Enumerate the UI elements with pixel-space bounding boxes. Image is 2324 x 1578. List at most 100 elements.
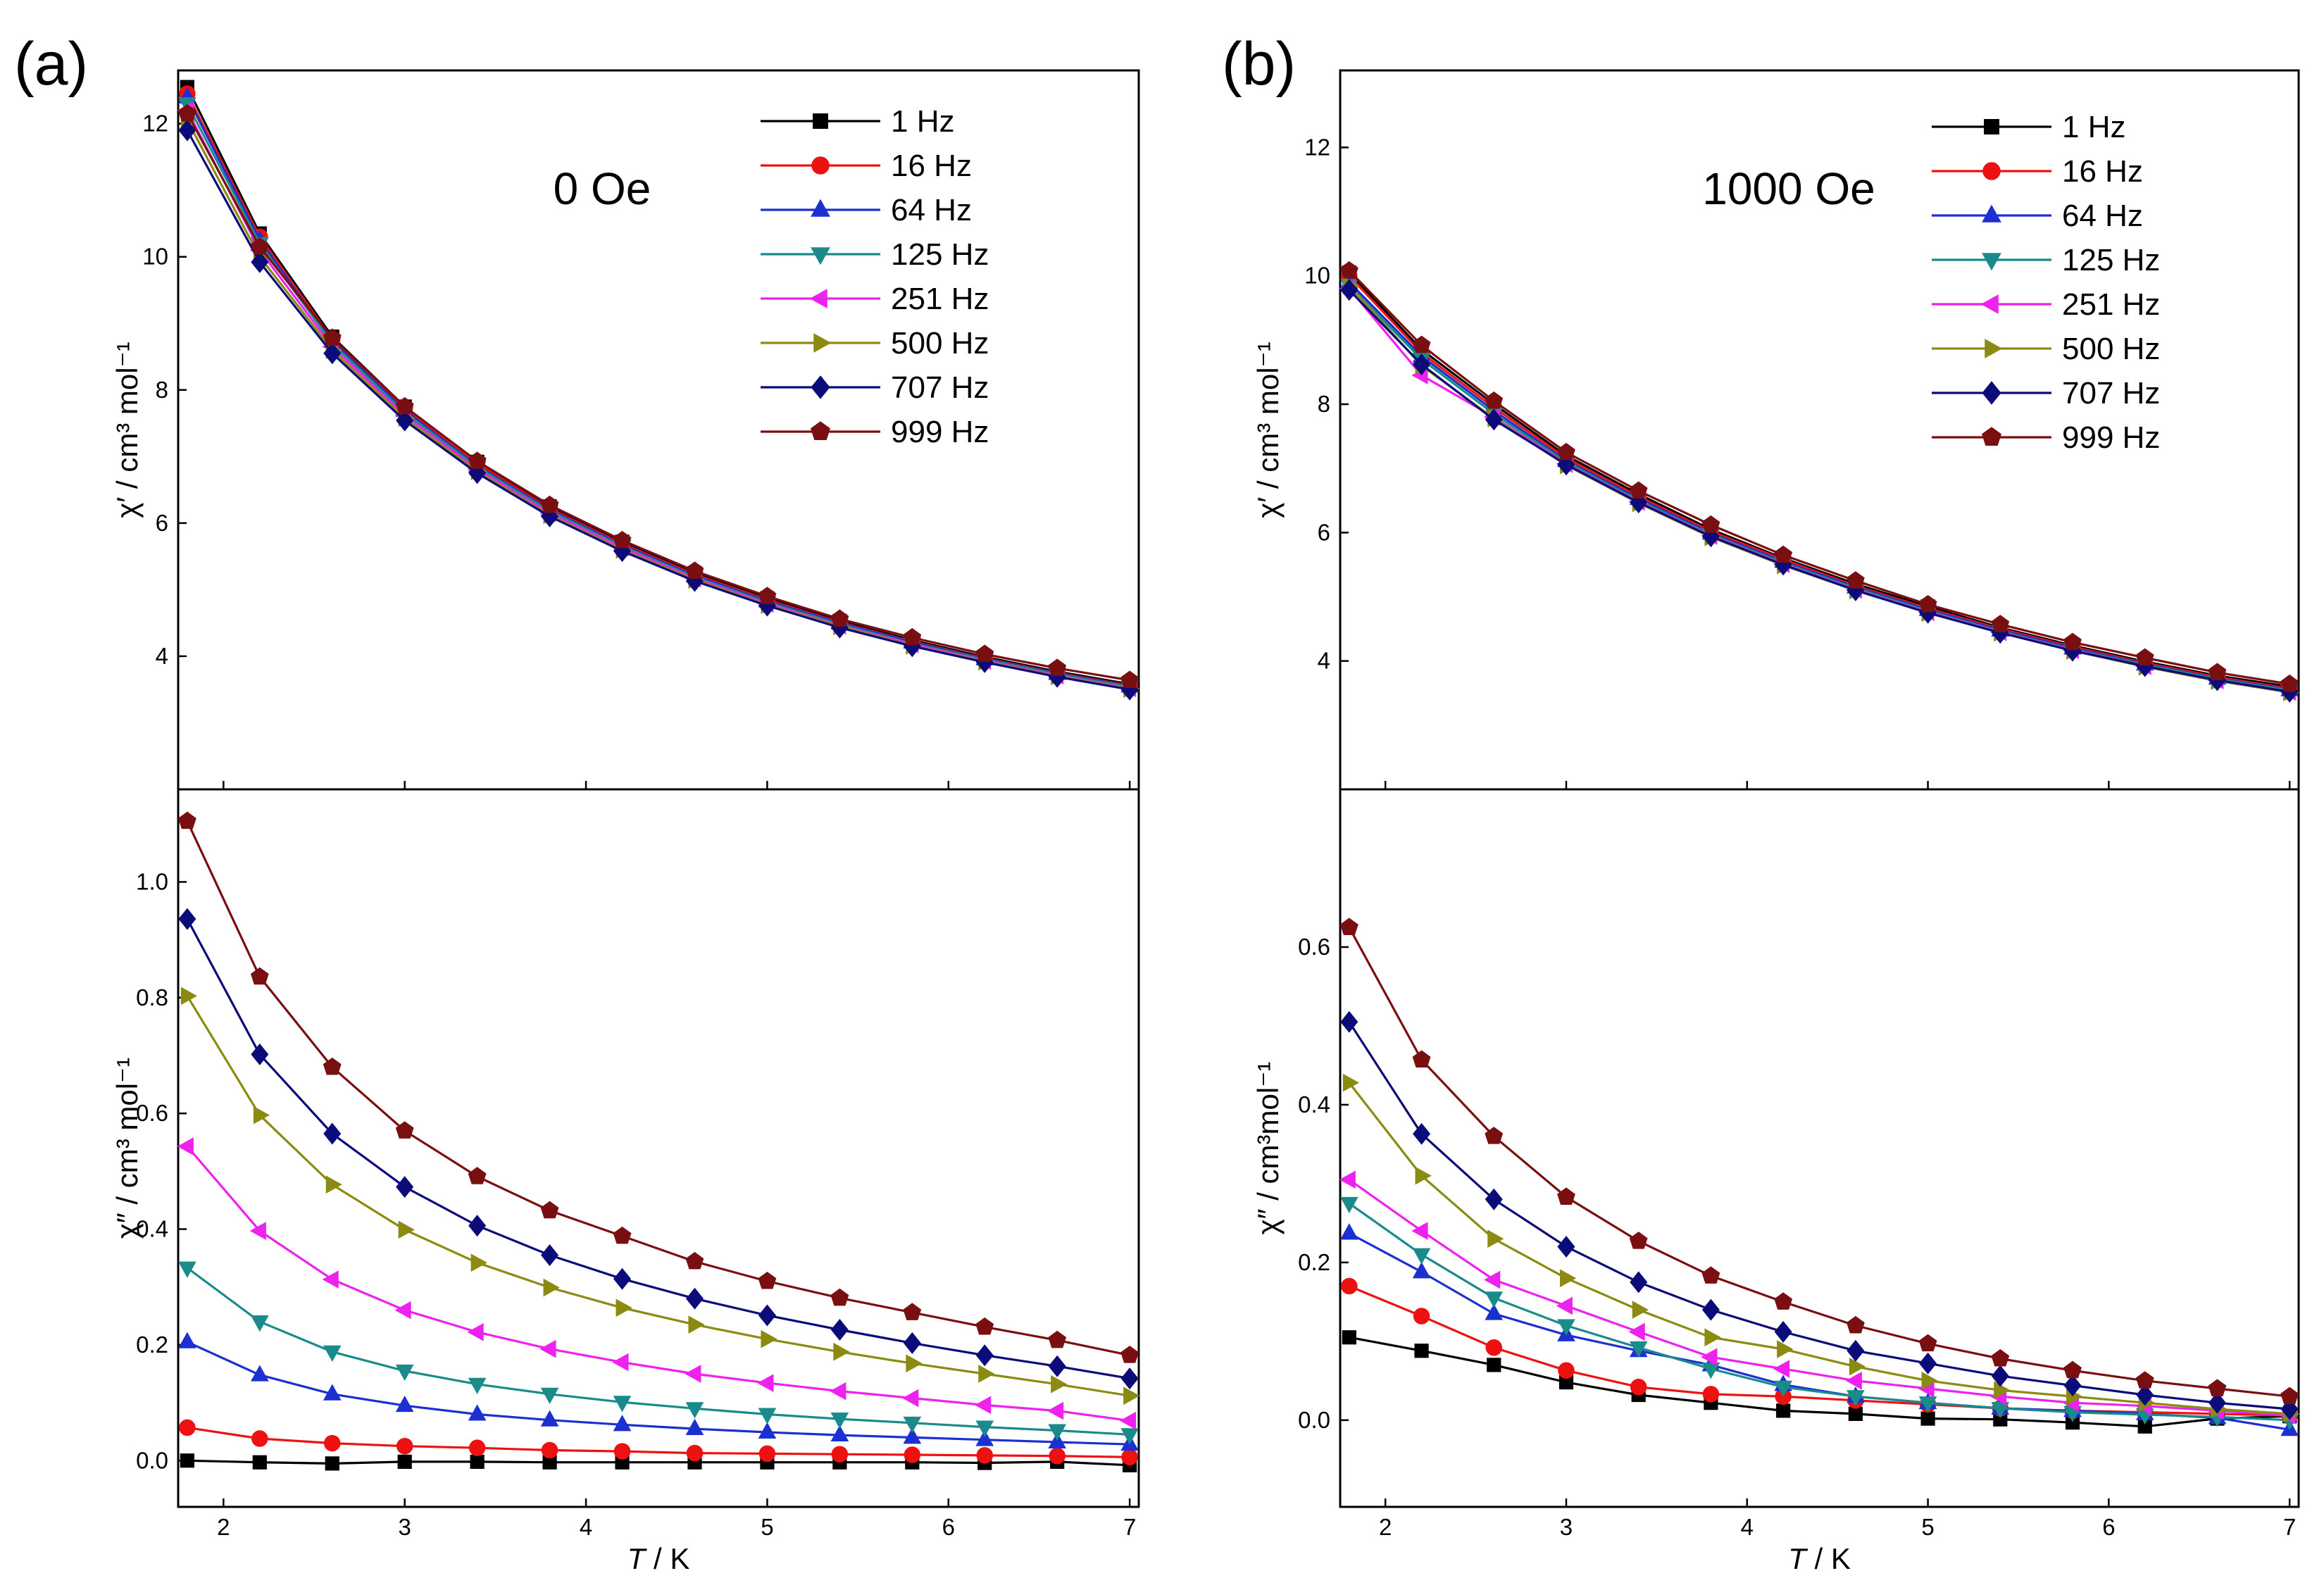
x-axis-label-unit: / K: [1806, 1542, 1851, 1574]
marker-triangle-up: [251, 1365, 269, 1382]
marker-triangle-right: [1487, 1229, 1504, 1248]
marker-diamond: [1630, 1271, 1648, 1294]
marker-triangle-left: [1556, 1296, 1573, 1315]
legend-label: 64 Hz: [891, 193, 972, 227]
series-251-hz: [1339, 1170, 2297, 1424]
marker-circle: [396, 1437, 413, 1455]
legend-item: 999 Hz: [761, 415, 989, 449]
marker-diamond: [1557, 1236, 1575, 1258]
marker-diamond: [1982, 381, 2001, 405]
marker-triangle-down: [468, 1377, 487, 1394]
panel-label: (b): [1222, 30, 1296, 98]
marker-triangle-up: [395, 1395, 414, 1413]
marker-pentagon: [1557, 442, 1575, 461]
marker-triangle-right: [1985, 339, 2003, 358]
legend-label: 125 Hz: [891, 237, 989, 272]
marker-pentagon: [2063, 632, 2082, 651]
marker-triangle-up: [1982, 204, 2001, 223]
y-axis-label: χ″ / cm³ mol⁻¹: [111, 1058, 144, 1239]
series-line: [186, 130, 1130, 691]
marker-triangle-up: [1340, 1223, 1358, 1240]
marker-triangle-left: [1119, 1411, 1137, 1430]
legend-label: 251 Hz: [2062, 287, 2160, 322]
marker-triangle-right: [1921, 1372, 1938, 1390]
marker-square: [1487, 1358, 1501, 1372]
marker-pentagon: [250, 237, 269, 255]
y-tick-label: 10: [142, 244, 168, 270]
marker-diamond: [1340, 1010, 1358, 1033]
marker-pentagon: [1846, 571, 1865, 589]
marker-circle: [758, 1445, 776, 1463]
marker-triangle-left: [685, 1365, 701, 1383]
marker-triangle-down: [613, 1396, 632, 1413]
marker-triangle-down: [1847, 1390, 1865, 1407]
marker-pentagon: [1701, 515, 1720, 533]
marker-diamond: [758, 1304, 776, 1327]
marker-pentagon: [2208, 663, 2227, 681]
marker-diamond: [323, 1122, 342, 1145]
y-tick-label: 0.0: [136, 1447, 168, 1473]
marker-pentagon: [1991, 1348, 2010, 1367]
marker-triangle-down: [1557, 1319, 1575, 1336]
marker-triangle-down: [1701, 1363, 1720, 1379]
y-tick-label: 0.4: [1298, 1091, 1330, 1117]
marker-diamond: [685, 1287, 704, 1310]
series-999-hz: [1339, 261, 2299, 692]
series-line: [1348, 1178, 2290, 1417]
marker-triangle-left: [1484, 1270, 1501, 1289]
marker-square: [1848, 1406, 1863, 1421]
marker-triangle-down: [1918, 1396, 1937, 1413]
marker-pentagon: [1120, 1346, 1139, 1363]
marker-diamond: [251, 251, 269, 273]
marker-circle: [904, 1446, 921, 1463]
marker-triangle-down: [975, 1420, 994, 1437]
marker-circle: [976, 1447, 993, 1464]
marker-square: [1414, 1344, 1429, 1358]
series-line: [1349, 1336, 2290, 1428]
marker-triangle-down: [251, 1315, 269, 1332]
marker-triangle-down: [685, 1402, 704, 1419]
marker-triangle-down: [395, 1364, 414, 1382]
marker-diamond: [1413, 1122, 1431, 1145]
legend-label: 707 Hz: [891, 370, 989, 405]
marker-triangle-down: [1991, 1402, 2010, 1419]
marker-pentagon: [2063, 1360, 2082, 1379]
series-999-hz: [177, 811, 1139, 1363]
marker-pentagon: [1485, 1127, 1504, 1144]
y-tick-label: 10: [1304, 263, 1330, 289]
marker-pentagon: [830, 1288, 849, 1306]
marker-pentagon: [1774, 1292, 1793, 1310]
marker-triangle-down: [1774, 1380, 1792, 1397]
series-line: [1348, 275, 2290, 690]
y-tick-label: 8: [1318, 391, 1330, 417]
series-251-hz: [177, 101, 1137, 698]
marker-pentagon: [1120, 670, 1139, 688]
marker-triangle-down: [811, 247, 830, 265]
marker-diamond: [2136, 1384, 2154, 1406]
y-tick-label: 0.2: [136, 1332, 168, 1358]
x-tick-label: 4: [580, 1514, 592, 1540]
marker-square: [813, 113, 828, 129]
marker-triangle-right: [1415, 1166, 1432, 1185]
marker-pentagon: [1629, 481, 1648, 499]
marker-triangle-down: [1048, 1424, 1066, 1441]
series-707-hz: [178, 119, 1139, 701]
marker-diamond: [613, 1267, 632, 1290]
marker-triangle-right: [906, 1354, 923, 1373]
series-line: [187, 1426, 1130, 1458]
marker-pentagon: [395, 1121, 414, 1139]
y-tick-label: 0.6: [1298, 934, 1330, 960]
marker-triangle-left: [1411, 1222, 1428, 1240]
series-line: [1348, 289, 2290, 693]
x-tick-label: 5: [761, 1514, 773, 1540]
marker-circle: [541, 1441, 558, 1459]
marker-pentagon: [758, 587, 777, 604]
marker-diamond: [468, 1215, 487, 1237]
marker-triangle-up: [975, 1429, 994, 1446]
marker-triangle-right: [978, 1365, 995, 1383]
marker-triangle-down: [178, 1261, 196, 1278]
marker-pentagon: [903, 627, 922, 646]
series-500-hz: [180, 987, 1140, 1405]
marker-pentagon: [540, 1201, 559, 1219]
